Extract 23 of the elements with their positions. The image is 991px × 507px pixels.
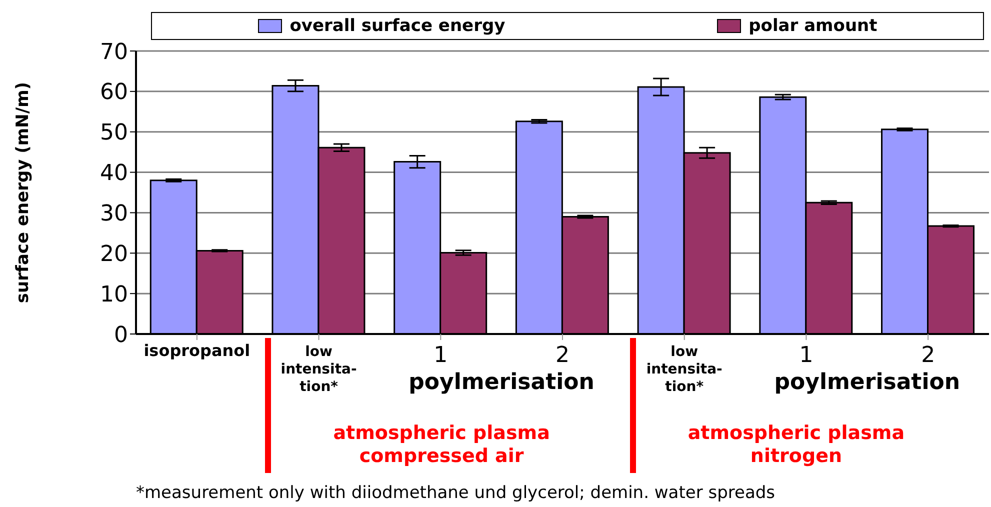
text: poylmerisation (774, 370, 960, 396)
legend-label: polar amount (748, 16, 878, 36)
x-tick-label: 1 (799, 343, 814, 368)
x-tick-label: 1 (434, 343, 448, 368)
x-tick-label: isopropanol (144, 341, 250, 360)
y-tick-label: 60 (100, 80, 128, 106)
legend-label: overall surface energy (290, 16, 506, 36)
y-tick-label: 20 (100, 242, 128, 267)
y-tick-label: 0 (114, 322, 128, 348)
y-tick-label: 10 (100, 282, 128, 308)
text: poylmerisation (408, 370, 594, 396)
text: atmospheric plasma compressed air (332, 422, 551, 468)
x-tick-label: low intensita-tion* (280, 344, 357, 395)
y-tick-label: 70 (100, 40, 128, 65)
x-tick-label: 2 (921, 343, 936, 368)
text: *measurement only with diiodmethane und glycerol; demin. water spreads (136, 483, 776, 504)
x-tick-label: low intensita-tion* (646, 344, 723, 395)
y-tick-label: 30 (100, 202, 128, 227)
y-tick-label: 40 (100, 161, 128, 186)
y-tick-label: 50 (100, 120, 128, 146)
text: atmospheric plasma nitrogen (686, 422, 906, 468)
y-axis-title: surface energy (mN/m) (13, 82, 34, 304)
x-tick-label: 2 (556, 343, 570, 368)
